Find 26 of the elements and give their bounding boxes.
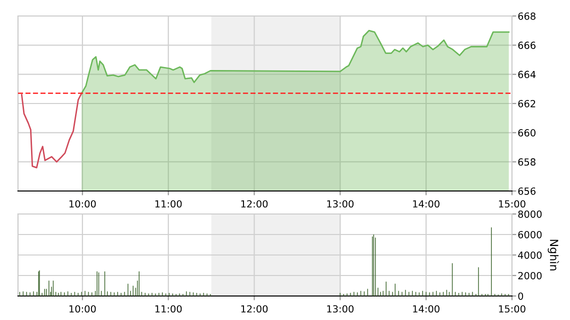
x-tick-label: 12:00 [241, 200, 268, 208]
y-tick-label: 6000 [518, 230, 542, 238]
x-tick-label: 13:00 [327, 305, 354, 313]
x-tick-label: 14:00 [413, 305, 440, 313]
y-axis-title: Nghìn [548, 240, 559, 270]
y-tick-label: 2000 [518, 272, 542, 280]
y-tick-label: 662 [518, 100, 536, 108]
y-tick-label: 8000 [518, 210, 542, 218]
y-tick-label: 660 [518, 129, 536, 136]
x-tick-label: 12:00 [241, 305, 268, 313]
y-tick-label: 666 [518, 42, 536, 49]
x-tick-label: 10:00 [69, 200, 96, 208]
line-series [21, 92, 82, 168]
y-tick-label: 656 [518, 187, 536, 195]
x-tick-label: 11:00 [155, 305, 182, 313]
x-tick-label: 10:00 [69, 305, 96, 313]
x-tick-label: 14:00 [413, 200, 440, 208]
y-tick-label: 668 [518, 12, 536, 20]
x-tick-label: 11:00 [155, 200, 182, 208]
x-tick-label: 15:00 [499, 200, 526, 208]
y-tick-label: 658 [518, 158, 536, 166]
y-tick-label: 0 [518, 292, 524, 300]
y-tick-label: 4000 [518, 251, 542, 259]
x-tick-label: 13:00 [327, 200, 354, 208]
x-tick-label: 15:00 [499, 305, 526, 313]
y-tick-label: 664 [518, 70, 536, 78]
